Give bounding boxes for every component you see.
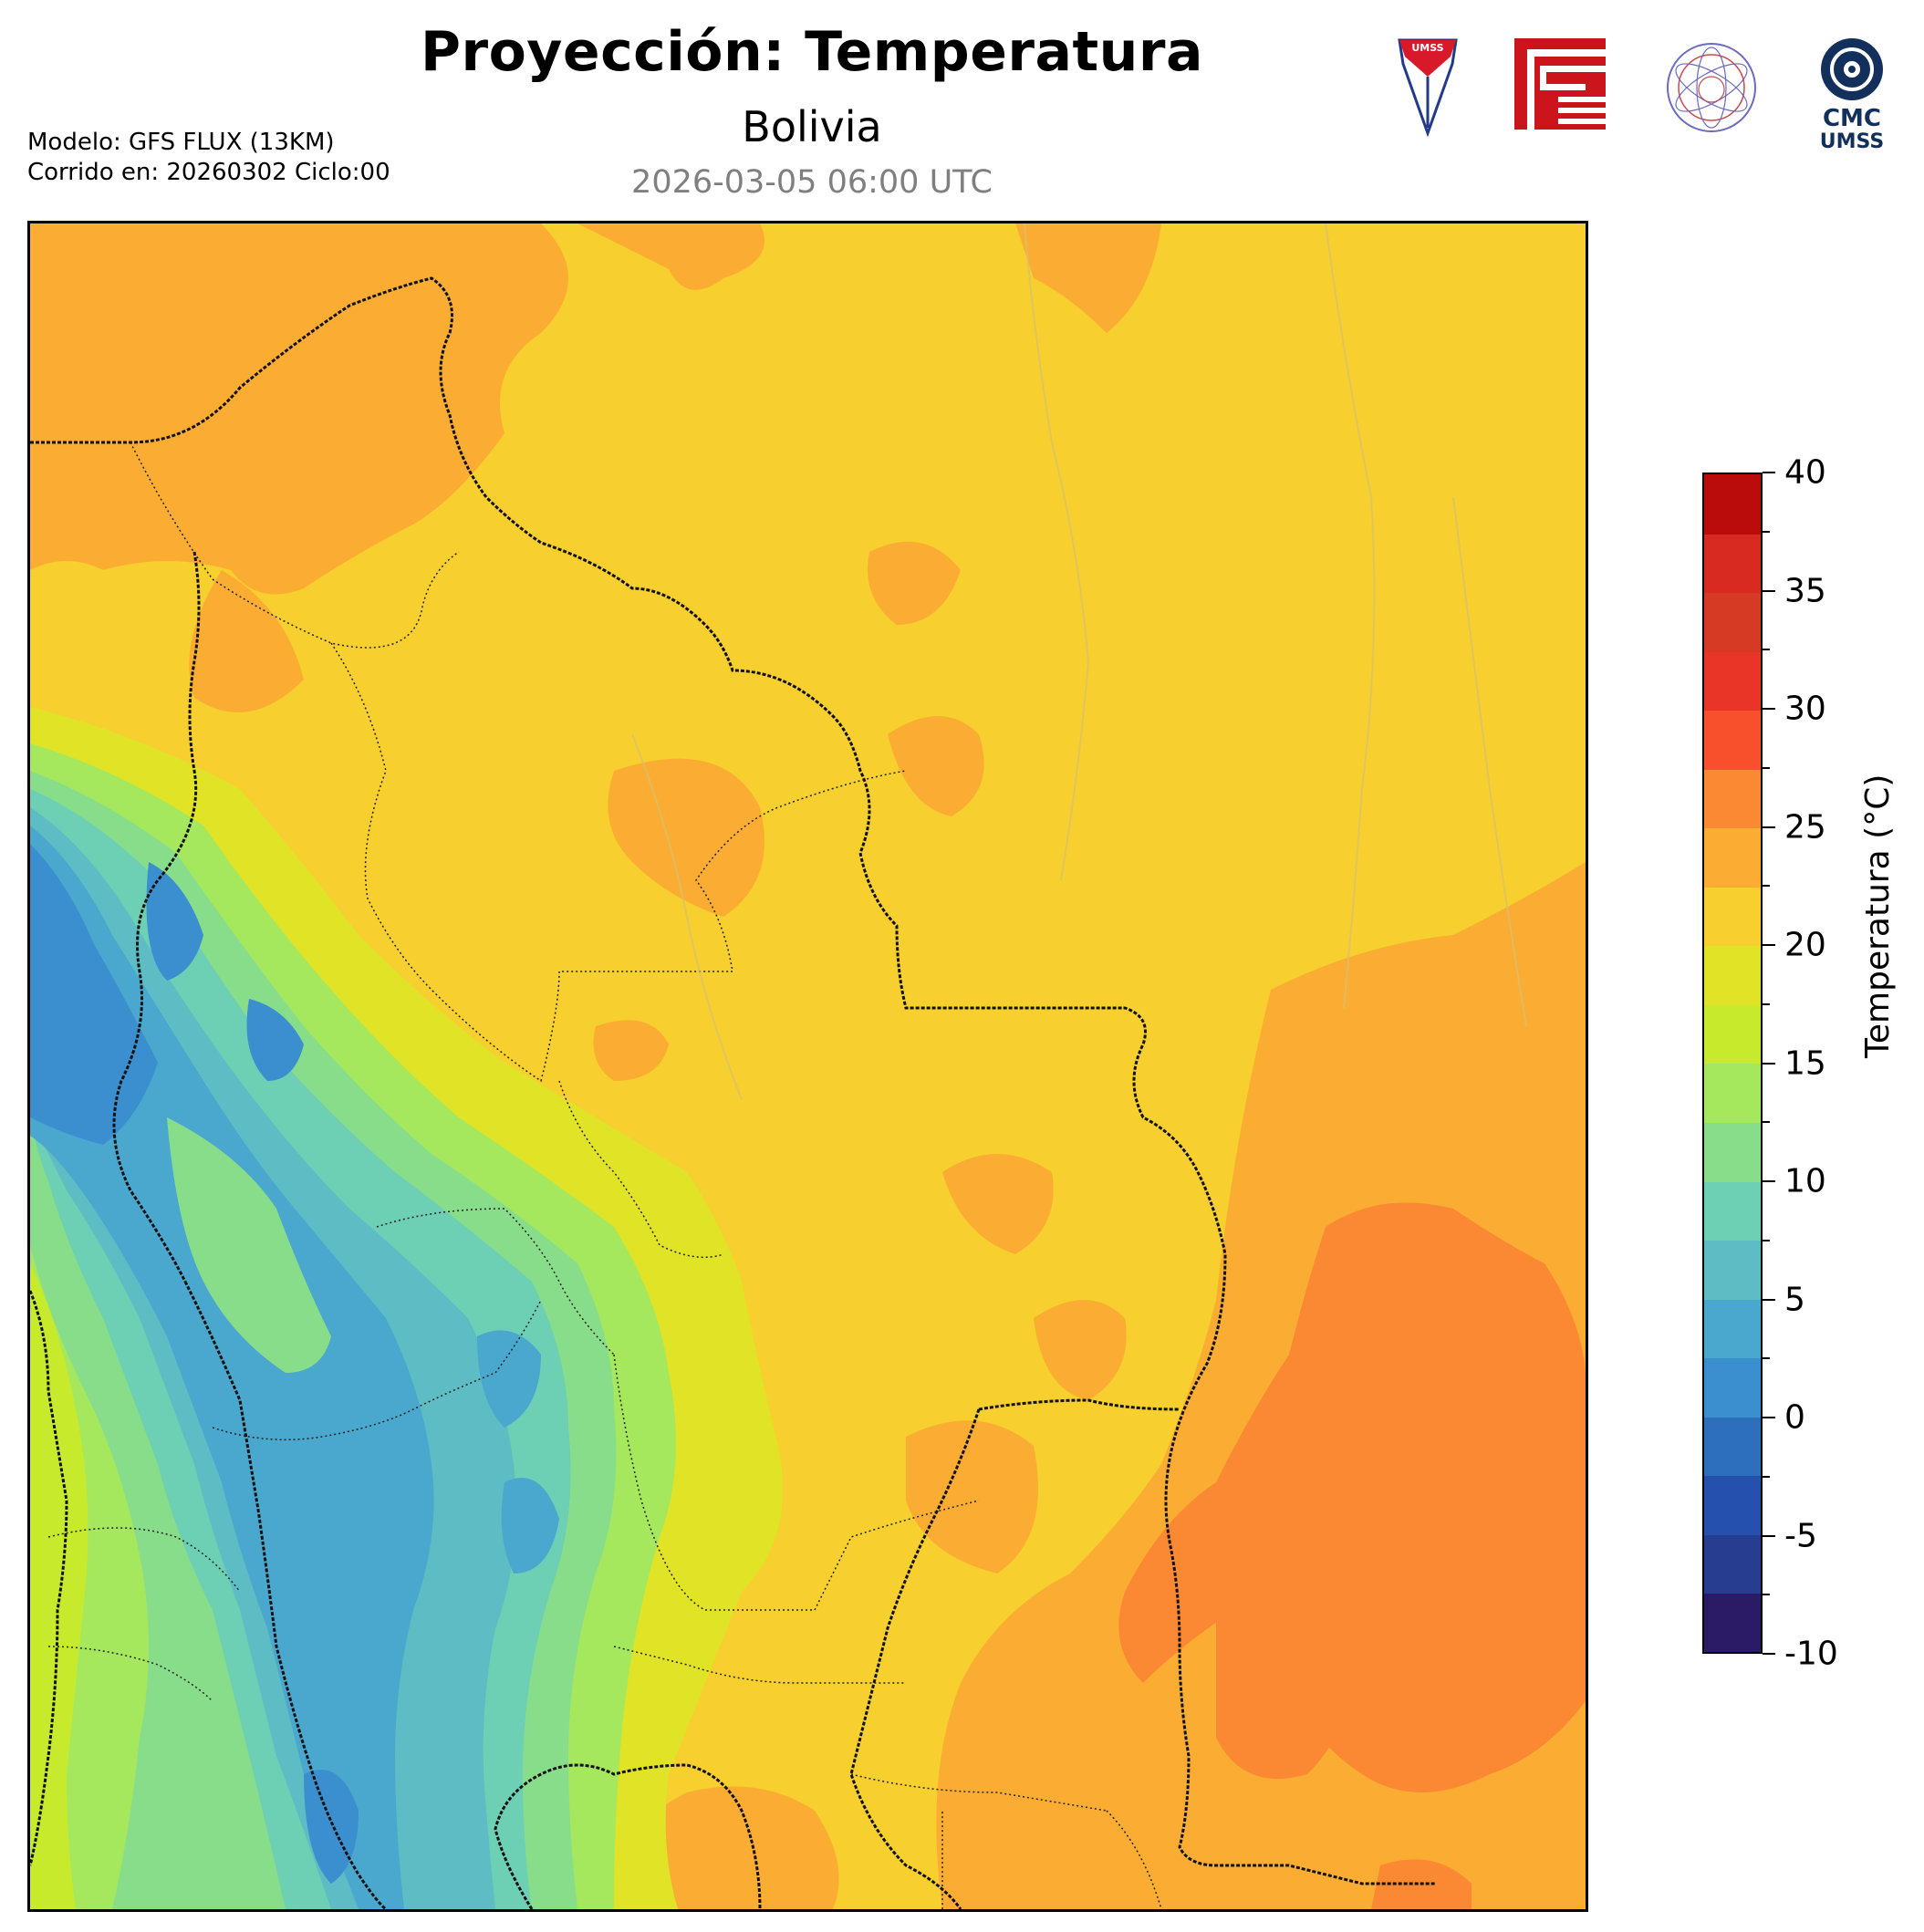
colorbar-minor-tick [1763, 1002, 1770, 1005]
colorbar-segment [1704, 1593, 1761, 1652]
cmc-umss-logo: CMC UMSS [1820, 38, 1884, 153]
colorbar-tick-label: -5 [1784, 1517, 1817, 1554]
colorbar-major-tick [1763, 472, 1775, 473]
colorbar-segment [1704, 533, 1761, 594]
colorbar-minor-tick [1763, 885, 1770, 888]
country-borders [30, 276, 1435, 1909]
coldest-zone [30, 844, 359, 1884]
department-borders [47, 441, 1162, 1909]
colorbar-major-tick [1763, 1180, 1775, 1182]
colorbar-minor-tick [1763, 1357, 1770, 1360]
colorbar-tick-label: 25 [1784, 808, 1826, 846]
cmc-logo-subtext: UMSS [1820, 130, 1884, 153]
colorbar-segment [1704, 1475, 1761, 1535]
model-info: Modelo: GFS FLUX (13KM) Corrido en: 2026… [27, 128, 390, 188]
colorbar-minor-tick [1763, 766, 1770, 769]
lake-titicaca-zone [167, 1117, 331, 1373]
colorbar-minor-tick [1763, 1475, 1770, 1478]
colorbar-label: Temperatura (°C) [1859, 774, 1897, 1058]
colorbar-minor-tick [1763, 649, 1770, 651]
colorbar-segment [1704, 1357, 1761, 1418]
colorbar-segment [1704, 1240, 1761, 1300]
colorbar-tick-label: -10 [1784, 1635, 1838, 1673]
colorbar-segment [1704, 1122, 1761, 1182]
colorbar-tick-label: 15 [1784, 1044, 1826, 1082]
colorbar-tick-label: 10 [1784, 1162, 1826, 1200]
colorbar-ticks: 40 35 30 25 20 15 10 5 0 -5 -10 [1763, 454, 1872, 1673]
colorbar-tick-label: 40 [1784, 453, 1826, 492]
colorbar-minor-tick [1763, 1239, 1770, 1241]
colorbar-minor-tick [1763, 1121, 1770, 1124]
warm-zone-north [30, 223, 1161, 1400]
umss-logo-text: UMSS [1411, 42, 1443, 54]
colorbar-minor-tick [1763, 1594, 1770, 1596]
rivers [631, 223, 1527, 1100]
colorbar-major-tick [1763, 826, 1775, 828]
temperature-map-canvas [30, 223, 1586, 1909]
colorbar-major-tick [1763, 1534, 1775, 1537]
colorbar-segment [1704, 945, 1761, 1005]
run-line: Corrido en: 20260302 Ciclo:00 [27, 159, 390, 186]
colorbar-minor-tick [1763, 530, 1770, 533]
cmc-logo-text: CMC [1823, 105, 1881, 132]
colorbar-segment [1704, 1533, 1761, 1594]
colorbar-major-tick [1763, 708, 1775, 710]
model-line: Modelo: GFS FLUX (13KM) [27, 129, 335, 156]
colorbar-major-tick [1763, 1298, 1775, 1301]
colorbar-segment [1704, 1180, 1761, 1241]
umss-shield-logo: UMSS [1398, 38, 1458, 137]
colorbar-segment [1704, 710, 1761, 770]
fcyt-red-logo [1514, 38, 1606, 130]
colorbar-segment [1704, 768, 1761, 829]
colorbar-tick-label: 35 [1784, 572, 1826, 609]
forecast-datetime: 2026-03-05 06:00 UTC [631, 164, 993, 201]
colorbar-major-tick [1763, 1653, 1775, 1655]
colorbar-major-tick [1763, 589, 1775, 592]
colorbar-segment [1704, 886, 1761, 947]
colorbar-tick-label: 20 [1784, 926, 1826, 964]
page-title: Proyección: Temperatura [421, 20, 1203, 84]
colorbar-major-tick [1763, 1417, 1775, 1418]
colorbar-segment [1704, 592, 1761, 652]
colorbar-tick-label: 5 [1784, 1281, 1805, 1318]
colorbar-segment [1704, 827, 1761, 888]
colorbar-segment [1704, 650, 1761, 712]
coast-strip [30, 1263, 88, 1909]
region-subtitle: Bolivia [742, 102, 882, 151]
colorbar-segment [1704, 1063, 1761, 1124]
temperature-map [27, 221, 1588, 1912]
institution-logos: UMSS CMC UMSS [1396, 36, 1907, 155]
colorbar-major-tick [1763, 944, 1775, 946]
temperature-colorbar [1702, 473, 1763, 1654]
colorbar-tick-label: 0 [1784, 1398, 1805, 1437]
colorbar-tick-label: 30 [1784, 690, 1826, 728]
colorbar-segment [1704, 474, 1761, 535]
colorbar-major-tick [1763, 1062, 1775, 1065]
colorbar-segment [1704, 1298, 1761, 1359]
colorbar-segment [1704, 1416, 1761, 1477]
colorbar-segment [1704, 1003, 1761, 1065]
physics-department-seal-logo [1667, 43, 1756, 132]
